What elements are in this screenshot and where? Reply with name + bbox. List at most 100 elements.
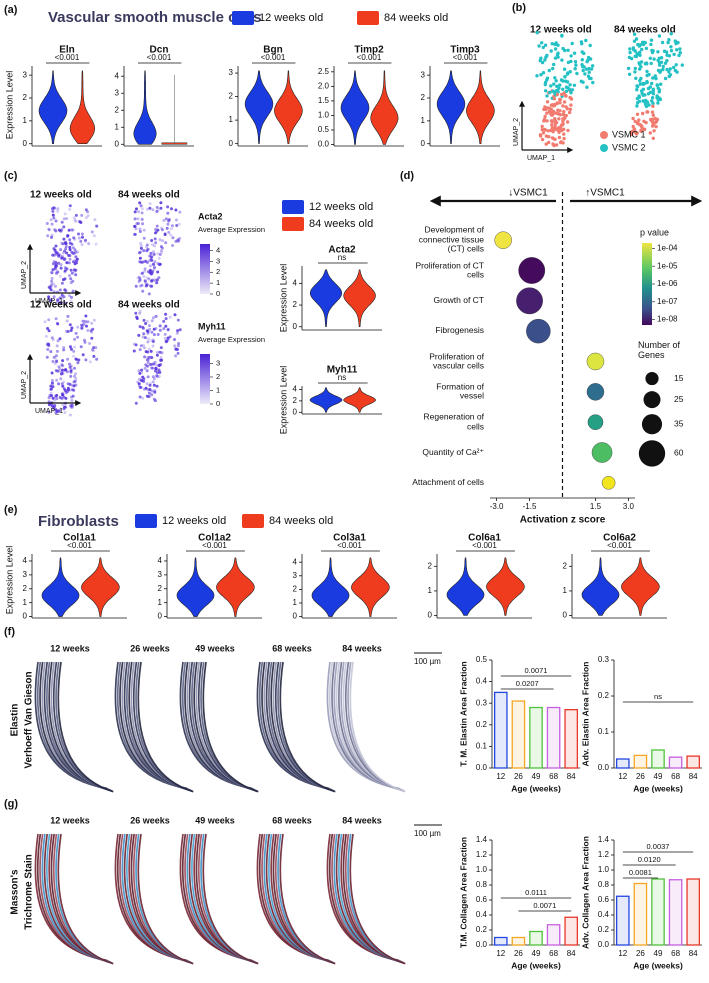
umap-point bbox=[568, 107, 573, 112]
umap-point bbox=[142, 318, 146, 322]
umap-point bbox=[58, 274, 62, 278]
violin bbox=[466, 70, 495, 144]
umap-point bbox=[50, 336, 54, 340]
bar bbox=[511, 700, 526, 769]
umap-point bbox=[55, 344, 59, 348]
age-label: 68 weeks bbox=[272, 643, 312, 653]
umap-point bbox=[137, 275, 141, 279]
umap-point bbox=[64, 247, 68, 251]
umap-point bbox=[164, 241, 168, 245]
umap-point bbox=[651, 92, 656, 96]
umap-point bbox=[143, 366, 147, 370]
umap-point bbox=[549, 84, 553, 88]
colorbar-tick-label: 2 bbox=[216, 267, 220, 276]
age-label: 49 weeks bbox=[195, 815, 235, 825]
legend-swatch bbox=[242, 514, 264, 528]
umap-point bbox=[90, 336, 94, 340]
umap-point bbox=[138, 278, 142, 282]
bar bbox=[564, 916, 579, 946]
violin bbox=[351, 557, 390, 617]
bubble bbox=[587, 414, 604, 430]
umap-point bbox=[52, 295, 56, 299]
gene-title: Col6a2 bbox=[603, 533, 636, 544]
y-tick-label: 1 bbox=[563, 586, 568, 595]
y-tick-label: 0 bbox=[115, 139, 120, 148]
umap-point bbox=[644, 104, 649, 109]
bubble bbox=[526, 318, 551, 344]
umap-point bbox=[135, 207, 138, 211]
umap-point bbox=[552, 97, 557, 101]
axis-label: Adv. Collagen Area Fraction bbox=[580, 836, 590, 949]
umap-point bbox=[175, 224, 179, 227]
umap-point bbox=[74, 331, 78, 335]
p-value: <0.001 bbox=[607, 541, 632, 550]
umap-point bbox=[176, 318, 180, 322]
gene-title: Col6a1 bbox=[468, 533, 501, 544]
y-tick-label: 0 bbox=[293, 612, 298, 621]
umap-point bbox=[70, 326, 74, 330]
y-tick-label: 1.0 bbox=[598, 865, 610, 874]
bar bbox=[615, 895, 630, 946]
umap-point bbox=[50, 235, 53, 239]
umap-point bbox=[61, 359, 65, 363]
umap-point bbox=[80, 327, 84, 331]
umap-point bbox=[650, 48, 654, 53]
umap-point bbox=[77, 232, 80, 236]
colorbar-tick-label: 0 bbox=[216, 399, 220, 408]
umap-point bbox=[153, 360, 157, 364]
umap-point bbox=[637, 118, 641, 122]
umap-point bbox=[660, 40, 665, 45]
umap-point bbox=[69, 371, 73, 375]
umap-point bbox=[630, 132, 634, 137]
umap-point bbox=[641, 99, 645, 103]
umap-point bbox=[535, 31, 539, 35]
gene-title: Bgn bbox=[263, 45, 282, 56]
umap-point bbox=[568, 70, 572, 74]
umap-point bbox=[138, 311, 142, 315]
umap-point bbox=[156, 270, 160, 274]
umap-point bbox=[142, 228, 146, 232]
umap-point bbox=[546, 129, 550, 133]
umap-point bbox=[146, 360, 150, 364]
umap-point bbox=[67, 261, 71, 265]
umap-point bbox=[79, 239, 83, 243]
colorbar-tick-label: 0 bbox=[216, 289, 220, 298]
umap-point bbox=[66, 386, 70, 390]
umap-point bbox=[155, 224, 159, 228]
umap-point bbox=[70, 295, 73, 299]
axis-label: Age (weeks) bbox=[511, 783, 561, 793]
bubble bbox=[494, 231, 512, 249]
y-tick-label: 1.2 bbox=[598, 850, 610, 859]
umap-point bbox=[94, 242, 98, 246]
umap-point bbox=[75, 261, 79, 265]
umap-point bbox=[143, 336, 147, 340]
umap-point bbox=[570, 41, 574, 46]
umap-point bbox=[151, 269, 155, 273]
tissue-layer bbox=[57, 833, 114, 965]
umap-point bbox=[631, 47, 636, 52]
umap-point bbox=[646, 92, 651, 96]
umap-point bbox=[55, 271, 58, 275]
umap-point bbox=[55, 264, 59, 268]
umap-point bbox=[55, 393, 59, 397]
umap-point bbox=[55, 397, 59, 401]
umap-point bbox=[77, 236, 81, 240]
umap-point bbox=[140, 207, 144, 211]
umap-point bbox=[54, 229, 58, 233]
umap-point bbox=[72, 216, 76, 220]
umap-point bbox=[61, 278, 65, 282]
y-tick-label: 4 bbox=[293, 278, 298, 287]
umap-point bbox=[55, 349, 59, 353]
umap-point bbox=[49, 350, 53, 354]
umap-point bbox=[176, 344, 180, 348]
umap-point bbox=[54, 261, 58, 264]
umap-point bbox=[646, 86, 651, 91]
umap-point bbox=[148, 271, 152, 275]
umap-point bbox=[554, 41, 558, 45]
umap-point bbox=[140, 283, 144, 287]
umap-point bbox=[62, 217, 66, 221]
umap-point bbox=[157, 256, 161, 260]
umap-point bbox=[657, 61, 662, 65]
umap-point bbox=[564, 113, 568, 118]
umap-point bbox=[61, 371, 65, 375]
